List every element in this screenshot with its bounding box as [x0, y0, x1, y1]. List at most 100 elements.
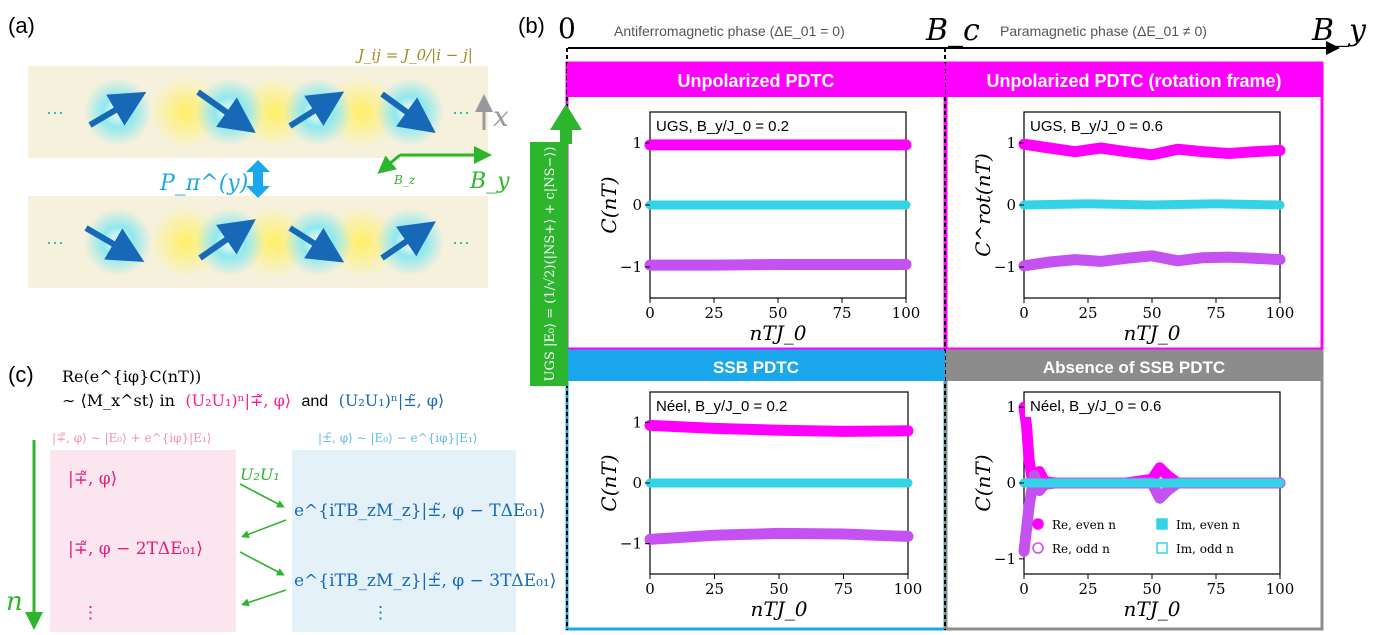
data-point: [1099, 260, 1103, 263]
data-point: [840, 203, 844, 207]
data-point: [777, 429, 781, 432]
data-point: [777, 481, 781, 485]
title-bg: [651, 113, 819, 137]
chart-title: UGS, B_y/J_0 = 0.2: [656, 118, 789, 135]
data-point: [1022, 143, 1026, 146]
y-tick-label: 1: [1006, 134, 1016, 152]
origin-label: 0: [558, 12, 576, 45]
y-tick-label: 1: [1006, 398, 1016, 416]
data-point: [777, 532, 781, 535]
right-state-2: ⋮: [372, 603, 389, 623]
x-tick-label: 100: [1266, 580, 1295, 598]
data-point: [1027, 504, 1031, 507]
header-3: Absence of SSB PDTC: [1043, 358, 1225, 377]
data-point: [1038, 470, 1041, 473]
data-point: [1048, 260, 1051, 264]
ugs-label-stem: [560, 128, 572, 144]
data-point: [1166, 489, 1169, 492]
data-point: [1227, 152, 1231, 155]
legend-label: Im, odd n: [1176, 542, 1234, 556]
ugs-vertical-label: UGS |E₀⟩ = (1/√2)(|NS+⟩ + c|NS−⟩): [543, 147, 558, 382]
panel-a: (a): [8, 13, 510, 288]
data-point: [906, 535, 910, 538]
left-states: |∓̃, φ⟩ |∓̃, φ − 2TΔE₀₁⟩ ⋮: [68, 469, 203, 623]
by-axis-label: B_y: [1311, 13, 1367, 48]
data-point: [776, 203, 780, 207]
data-point: [842, 430, 845, 433]
data-point: [712, 203, 716, 207]
data-point: [1253, 257, 1256, 260]
header-bg-0: [567, 63, 945, 97]
bz-label: B_z: [393, 173, 416, 187]
data-point: [1033, 474, 1036, 477]
x-tick-label: 75: [1206, 304, 1225, 322]
data-point: [1278, 258, 1282, 261]
data-point: [1150, 203, 1154, 207]
evolution-label: U₂U₁: [240, 465, 280, 484]
data-point: [1227, 255, 1231, 259]
x-tick-label: 0: [1019, 580, 1029, 598]
data-point: [1214, 202, 1218, 205]
legend-label: Re, even n: [1052, 518, 1116, 532]
header-bg-2: [567, 351, 945, 381]
data-point: [1176, 259, 1179, 262]
left-state-box: [50, 450, 236, 632]
y-tick-label: 0: [1006, 474, 1016, 492]
ugs-label-arrowhead: [550, 104, 582, 130]
data-point: [904, 143, 908, 147]
title-bg: [1025, 113, 1193, 137]
data-point: [1202, 150, 1205, 153]
legend-marker: [1032, 542, 1044, 554]
y-tick-label: −1: [994, 258, 1016, 276]
data-point: [842, 481, 845, 485]
data-point: [648, 263, 652, 267]
panel-c-line2: ∼ ⟨M_x^st⟩ in (U₂U₁)ⁿ|∓̃, φ⟩ and (U₂U₁)ⁿ…: [62, 391, 444, 410]
phase-right-label: Paramagnetic phase (ΔE_01 ≠ 0): [1000, 23, 1207, 39]
data-point: [1086, 481, 1090, 485]
data-point: [1074, 258, 1077, 261]
chart-title: UGS, B_y/J_0 = 0.6: [1030, 118, 1163, 135]
left-state-def: |∓̃, φ⟩ ∼ |E₀⟩ + e^{iφ}|E₁⟩: [52, 431, 211, 445]
panel-a-label: (a): [8, 13, 35, 38]
x-tick-label: 25: [704, 304, 723, 322]
data-point: [1048, 146, 1051, 150]
data-point: [1253, 150, 1256, 153]
data-point: [1158, 466, 1161, 470]
legend-marker: [1156, 542, 1168, 554]
x-tick-label: 50: [768, 304, 787, 322]
chart-2: 0 25 50 75 100 1 0 −1 nTJ_0 C(nT) Néel, B_y/J_0 = …: [597, 391, 922, 621]
data-point: [1214, 481, 1218, 485]
parity-label: P_π^(y): [159, 171, 248, 196]
coupling-label: J_ij = J_0/|i − j|: [355, 46, 473, 64]
data-point: [1027, 459, 1031, 462]
svg-text:···: ···: [452, 102, 470, 122]
field-arrows: [377, 146, 492, 174]
chart-1: 0 25 50 75 100 1 0 −1 nTJ_0 C^rot(nT) UGS, B_y/J_0…: [971, 111, 1294, 345]
data-point: [1158, 496, 1161, 500]
data-point: [840, 263, 844, 266]
x-tick-label: 50: [1142, 304, 1161, 322]
data-point: [1025, 424, 1028, 428]
x-tick-label: 0: [1019, 304, 1029, 322]
y-tick-label: 0: [632, 474, 642, 492]
data-point: [1202, 256, 1205, 259]
panel-b-label: (b): [518, 13, 545, 38]
x-tick-label: 25: [1078, 580, 1097, 598]
y-tick-label: −1: [620, 535, 642, 553]
x-tick-label: 75: [1206, 580, 1225, 598]
data-point: [1086, 202, 1090, 205]
x-axis-label: nTJ_0: [751, 597, 808, 621]
panel-c-label: (c): [8, 362, 34, 387]
x-tick-label: 75: [834, 580, 853, 598]
y-axis-label: C(nT): [597, 454, 621, 511]
right-state-def: |±̃, φ⟩ ∼ |E₀⟩ − e^{iφ}|E₁⟩: [318, 431, 477, 445]
header-2: SSB PDTC: [713, 358, 799, 377]
data-point: [904, 263, 908, 266]
svg-text:···: ···: [46, 232, 64, 252]
data-point: [840, 143, 844, 147]
header-1: Unpolarized PDTC (rotation frame): [986, 71, 1281, 91]
critical-label: B_c: [925, 13, 980, 48]
y-tick-label: 0: [632, 196, 642, 214]
data-point: [1074, 150, 1077, 153]
